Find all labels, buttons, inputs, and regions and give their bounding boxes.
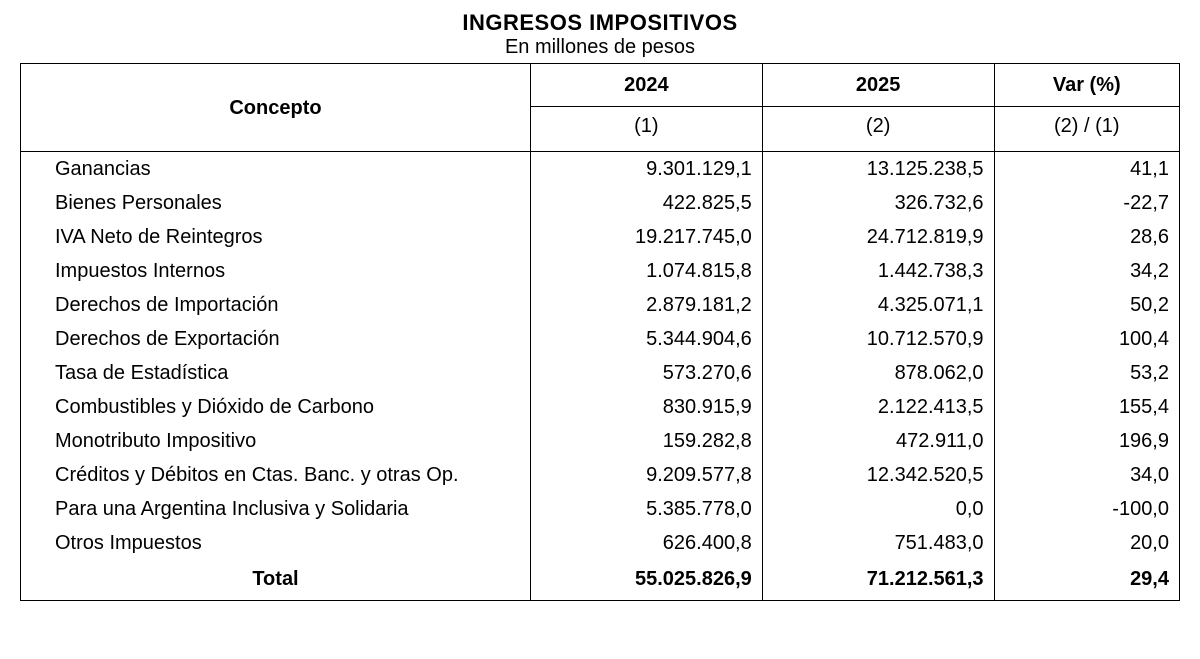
cell-concept: Ganancias — [21, 152, 531, 187]
total-2024: 55.025.826,9 — [530, 560, 762, 601]
cell-concept: Derechos de Importación — [21, 288, 531, 322]
cell-2025: 4.325.071,1 — [762, 288, 994, 322]
cell-var: 196,9 — [994, 424, 1179, 458]
cell-2024: 573.270,6 — [530, 356, 762, 390]
cell-concept: Créditos y Débitos en Ctas. Banc. y otra… — [21, 458, 531, 492]
table-row: Tasa de Estadística 573.270,6 878.062,0 … — [21, 356, 1180, 390]
cell-var: -22,7 — [994, 186, 1179, 220]
table-row: Créditos y Débitos en Ctas. Banc. y otra… — [21, 458, 1180, 492]
col-2025-header: 2025 — [762, 64, 994, 107]
col-2024-subheader: (1) — [530, 107, 762, 152]
cell-concept: Combustibles y Dióxido de Carbono — [21, 390, 531, 424]
total-var: 29,4 — [994, 560, 1179, 601]
cell-2025: 0,0 — [762, 492, 994, 526]
table-row: Derechos de Importación 2.879.181,2 4.32… — [21, 288, 1180, 322]
cell-2024: 9.209.577,8 — [530, 458, 762, 492]
cell-var: 34,2 — [994, 254, 1179, 288]
cell-2025: 13.125.238,5 — [762, 152, 994, 187]
total-2025: 71.212.561,3 — [762, 560, 994, 601]
cell-2024: 9.301.129,1 — [530, 152, 762, 187]
cell-2024: 159.282,8 — [530, 424, 762, 458]
col-var-subheader: (2) / (1) — [994, 107, 1179, 152]
cell-var: 28,6 — [994, 220, 1179, 254]
table-row: IVA Neto de Reintegros 19.217.745,0 24.7… — [21, 220, 1180, 254]
cell-2024: 830.915,9 — [530, 390, 762, 424]
cell-2024: 5.344.904,6 — [530, 322, 762, 356]
col-2024-header: 2024 — [530, 64, 762, 107]
cell-2025: 326.732,6 — [762, 186, 994, 220]
cell-var: 50,2 — [994, 288, 1179, 322]
cell-concept: Para una Argentina Inclusiva y Solidaria — [21, 492, 531, 526]
cell-2024: 2.879.181,2 — [530, 288, 762, 322]
cell-2025: 472.911,0 — [762, 424, 994, 458]
cell-var: 41,1 — [994, 152, 1179, 187]
tax-revenue-table: Concepto 2024 2025 Var (%) (1) (2) (2) /… — [20, 63, 1180, 601]
cell-2025: 12.342.520,5 — [762, 458, 994, 492]
table-row: Impuestos Internos 1.074.815,8 1.442.738… — [21, 254, 1180, 288]
cell-2024: 422.825,5 — [530, 186, 762, 220]
col-2025-subheader: (2) — [762, 107, 994, 152]
cell-2024: 19.217.745,0 — [530, 220, 762, 254]
cell-2025: 2.122.413,5 — [762, 390, 994, 424]
total-row: Total 55.025.826,9 71.212.561,3 29,4 — [21, 560, 1180, 601]
cell-concept: Tasa de Estadística — [21, 356, 531, 390]
title-block: INGRESOS IMPOSITIVOS En millones de peso… — [20, 10, 1180, 59]
cell-concept: Derechos de Exportación — [21, 322, 531, 356]
table-row: Combustibles y Dióxido de Carbono 830.91… — [21, 390, 1180, 424]
table-row: Para una Argentina Inclusiva y Solidaria… — [21, 492, 1180, 526]
cell-2024: 1.074.815,8 — [530, 254, 762, 288]
table-row: Bienes Personales 422.825,5 326.732,6 -2… — [21, 186, 1180, 220]
cell-var: 100,4 — [994, 322, 1179, 356]
cell-2025: 1.442.738,3 — [762, 254, 994, 288]
table-row: Ganancias 9.301.129,1 13.125.238,5 41,1 — [21, 152, 1180, 187]
header-row: Concepto 2024 2025 Var (%) — [21, 64, 1180, 107]
cell-2024: 5.385.778,0 — [530, 492, 762, 526]
table-row: Derechos de Exportación 5.344.904,6 10.7… — [21, 322, 1180, 356]
cell-2025: 751.483,0 — [762, 526, 994, 560]
cell-var: 53,2 — [994, 356, 1179, 390]
cell-concept: Bienes Personales — [21, 186, 531, 220]
cell-2025: 10.712.570,9 — [762, 322, 994, 356]
cell-2025: 878.062,0 — [762, 356, 994, 390]
table-row: Monotributo Impositivo 159.282,8 472.911… — [21, 424, 1180, 458]
total-label: Total — [21, 560, 531, 601]
table-body: Ganancias 9.301.129,1 13.125.238,5 41,1 … — [21, 152, 1180, 601]
cell-var: 20,0 — [994, 526, 1179, 560]
cell-concept: Monotributo Impositivo — [21, 424, 531, 458]
cell-concept: Otros Impuestos — [21, 526, 531, 560]
cell-concept: Impuestos Internos — [21, 254, 531, 288]
table-row: Otros Impuestos 626.400,8 751.483,0 20,0 — [21, 526, 1180, 560]
cell-2025: 24.712.819,9 — [762, 220, 994, 254]
cell-var: 34,0 — [994, 458, 1179, 492]
cell-2024: 626.400,8 — [530, 526, 762, 560]
cell-var: -100,0 — [994, 492, 1179, 526]
col-var-header: Var (%) — [994, 64, 1179, 107]
col-concept-header: Concepto — [21, 64, 531, 152]
main-title: INGRESOS IMPOSITIVOS — [20, 10, 1180, 36]
cell-var: 155,4 — [994, 390, 1179, 424]
subtitle: En millones de pesos — [20, 36, 1180, 59]
cell-concept: IVA Neto de Reintegros — [21, 220, 531, 254]
